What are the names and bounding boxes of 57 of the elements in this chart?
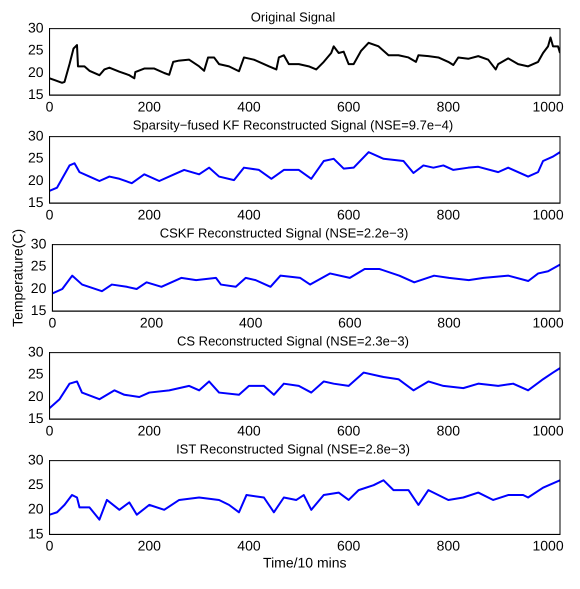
- x-tick-label: 800: [437, 314, 461, 330]
- x-tick-label: 1000: [532, 206, 564, 222]
- x-tick-label: 600: [336, 206, 361, 222]
- y-tick-label: 30: [28, 451, 44, 468]
- x-tick-label: 600: [336, 538, 361, 554]
- x-tick-label: 400: [237, 538, 261, 554]
- y-tick-label: 20: [28, 172, 44, 188]
- chart-title: Original Signal: [250, 9, 336, 24]
- x-tick-label: 200: [138, 206, 162, 222]
- x-tick-label: 800: [436, 206, 460, 222]
- x-tick-label: 800: [436, 538, 460, 554]
- y-tick-label: 30: [28, 127, 44, 144]
- y-tick-label: 15: [28, 525, 44, 542]
- y-tick-label: 15: [30, 302, 47, 318]
- y-tick-label: 20: [30, 280, 47, 296]
- chart-title: IST Reconstructed Signal (NSE=2.8e−3): [176, 441, 410, 456]
- x-tick-label: 0: [46, 98, 54, 114]
- x-tick-label: 200: [138, 422, 162, 438]
- x-tick-label: 1000: [532, 98, 564, 114]
- x-tick-label: 200: [140, 314, 164, 330]
- x-tick-label: 400: [237, 422, 261, 438]
- x-tick-label: 0: [46, 538, 54, 554]
- x-tick-label: 400: [238, 314, 263, 330]
- y-tick-label: 25: [28, 366, 44, 382]
- y-tick-label: 15: [28, 410, 44, 426]
- chart-title: Sparsity−fused KF Reconstructed Signal (NSE=9.7e−4): [132, 117, 454, 132]
- x-tick-label: 400: [237, 206, 261, 222]
- y-tick-label: 30: [28, 19, 44, 36]
- x-tick-label: 0: [46, 206, 54, 222]
- y-tick-label: 30: [30, 235, 47, 252]
- y-tick-label: 25: [28, 42, 44, 58]
- x-tick-label: 0: [46, 422, 54, 438]
- x-tick-label: 800: [436, 422, 460, 438]
- x-tick-label: 1000: [532, 422, 564, 438]
- x-tick-label: 0: [48, 314, 56, 330]
- y-axis-title: Temperature(C): [9, 228, 26, 327]
- x-tick-label: 600: [336, 422, 361, 438]
- x-tick-label: 800: [436, 98, 460, 114]
- x-tick-label: 600: [338, 314, 362, 330]
- y-tick-label: 15: [28, 86, 44, 102]
- x-tick-label: 600: [336, 98, 361, 114]
- y-tick-label: 25: [28, 476, 44, 492]
- x-tick-label: 400: [237, 98, 261, 114]
- y-tick-label: 15: [28, 194, 44, 210]
- chart-title: CSKF Reconstructed Signal (NSE=2.2e−3): [160, 225, 408, 240]
- y-tick-label: 20: [28, 500, 44, 517]
- chart-title: CS Reconstructed Signal (NSE=2.3e−3): [177, 333, 409, 348]
- y-tick-label: 25: [30, 258, 47, 274]
- x-tick-label: 200: [138, 538, 162, 554]
- y-tick-label: 30: [28, 343, 44, 360]
- x-axis-title: Time/10 mins: [263, 554, 347, 570]
- y-tick-label: 20: [28, 388, 44, 404]
- x-tick-label: 200: [138, 98, 162, 114]
- y-tick-label: 25: [28, 150, 44, 166]
- x-tick-label: 1000: [532, 538, 564, 554]
- y-tick-label: 20: [28, 64, 44, 80]
- x-tick-label: 1000: [532, 314, 564, 330]
